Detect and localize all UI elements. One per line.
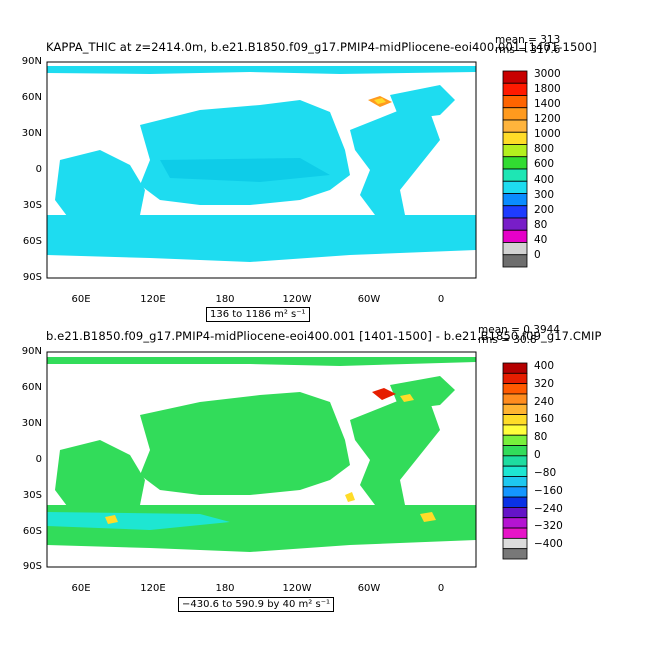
panel1-lat-90n: 90N: [21, 56, 42, 67]
colorbar-label: 1000: [534, 128, 561, 141]
colorbar-swatch: [502, 507, 528, 519]
colorbar-swatch: [502, 455, 528, 467]
panel2-map: [46, 351, 477, 568]
panel1-lon-180: 180: [215, 294, 235, 305]
panel2-title: b.e21.B1850.f09_g17.PMIP4-midPliocene-eo…: [46, 329, 602, 343]
colorbar-swatch: [502, 548, 528, 560]
colorbar-label: 240: [534, 395, 555, 408]
colorbar-swatch: [502, 383, 528, 395]
colorbar-label: 400: [534, 173, 555, 186]
colorbar-swatch: [502, 119, 528, 133]
colorbar-swatch: [502, 131, 528, 145]
panel1-map: [46, 61, 477, 279]
colorbar-label: 300: [534, 188, 555, 201]
panel2-lat-60s: 60S: [22, 526, 42, 537]
colorbar-swatch: [502, 496, 528, 508]
panel1-ocean-field: [47, 66, 476, 262]
panel1-range: 136 to 1186 m² s⁻¹: [206, 307, 310, 322]
colorbar-label: 1800: [534, 83, 561, 96]
colorbar-label: 80: [534, 218, 548, 231]
panel2-lon-0: 0: [437, 583, 445, 594]
panel1-lon-0: 0: [437, 294, 445, 305]
colorbar-label: 400: [534, 360, 555, 372]
panel2-lat-90s: 90S: [22, 561, 42, 572]
colorbar-swatch: [502, 445, 528, 457]
panel1-lon-120e: 120E: [140, 294, 166, 305]
colorbar-label: 0: [534, 449, 541, 462]
colorbar-label: −320: [534, 520, 563, 533]
colorbar-swatch: [502, 362, 528, 374]
panel1-rms: rms = 317.6: [495, 44, 561, 56]
panel2-lat-0: 0: [35, 454, 42, 465]
colorbar-label: 200: [534, 203, 555, 216]
colorbar-swatch: [502, 107, 528, 121]
colorbar-swatch: [502, 393, 528, 405]
colorbar-swatch: [502, 527, 528, 539]
colorbar-swatch: [502, 193, 528, 207]
colorbar-swatch: [502, 465, 528, 477]
colorbar-swatch: [502, 217, 528, 231]
panel1-lat-30s: 30S: [22, 200, 42, 211]
panel1-lon-60w: 60W: [357, 294, 381, 305]
panel2-lon-60e: 60E: [71, 583, 91, 594]
colorbar-label: −400: [534, 538, 563, 551]
panel2-lon-180: 180: [215, 583, 235, 594]
panel2-lon-120w: 120W: [282, 583, 312, 594]
colorbar-swatch: [502, 144, 528, 158]
colorbar-swatch: [502, 424, 528, 436]
colorbar-swatch: [502, 242, 528, 256]
colorbar-label: 1200: [534, 113, 561, 126]
colorbar-label: 1400: [534, 98, 561, 111]
colorbar-swatch: [502, 414, 528, 426]
colorbar-swatch: [502, 95, 528, 109]
colorbar-label: 3000: [534, 68, 561, 80]
colorbar-swatch: [502, 372, 528, 385]
panel2-range: −430.6 to 590.9 by 40 m² s⁻¹: [178, 597, 334, 612]
colorbar-swatch: [502, 229, 528, 243]
panel1-lat-0: 0: [35, 164, 42, 175]
colorbar-label: 160: [534, 413, 555, 426]
panel1-colorbar: [502, 70, 528, 268]
colorbar-swatch: [502, 180, 528, 194]
panel1-lon-60e: 60E: [71, 294, 91, 305]
colorbar-swatch: [502, 403, 528, 415]
colorbar-label: 600: [534, 158, 555, 171]
colorbar-swatch: [502, 486, 528, 498]
panel1-lat-60n: 60N: [21, 92, 42, 103]
colorbar-swatch: [502, 156, 528, 170]
panel2-lat-60n: 60N: [21, 382, 42, 393]
colorbar-label: 80: [534, 431, 548, 444]
colorbar-label: 0: [534, 248, 541, 261]
panel2-mean: mean = 0.3944: [478, 324, 560, 336]
colorbar-swatch: [502, 205, 528, 219]
colorbar-swatch: [502, 168, 528, 182]
colorbar-label: −240: [534, 502, 563, 515]
colorbar-label: 320: [534, 377, 555, 390]
panel2-rms: rms = 30.8: [478, 334, 537, 346]
colorbar-swatch: [502, 434, 528, 446]
panel2-lat-30s: 30S: [22, 490, 42, 501]
colorbar-swatch: [502, 476, 528, 488]
panel1-lat-30n: 30N: [21, 128, 42, 139]
panel2-lon-60w: 60W: [357, 583, 381, 594]
panel2-lat-90n: 90N: [21, 346, 42, 357]
panel1-lon-120w: 120W: [282, 294, 312, 305]
panel2-colorbar: [502, 362, 528, 560]
colorbar-label: −160: [534, 484, 563, 497]
colorbar-swatch: [502, 82, 528, 96]
colorbar-swatch: [502, 517, 528, 529]
colorbar-label: −80: [534, 466, 557, 479]
panel2-ocean-field: [47, 357, 476, 552]
colorbar-swatch: [502, 70, 528, 84]
colorbar-swatch: [502, 254, 528, 268]
panel2-lat-30n: 30N: [21, 418, 42, 429]
panel1-lat-60s: 60S: [22, 236, 42, 247]
panel2-lon-120e: 120E: [140, 583, 166, 594]
panel1-lat-90s: 90S: [22, 272, 42, 283]
colorbar-swatch: [502, 537, 528, 550]
colorbar-label: 800: [534, 143, 555, 156]
panel1-mean: mean = 313: [495, 34, 561, 46]
panel1-title: KAPPA_THIC at z=2414.0m, b.e21.B1850.f09…: [46, 40, 597, 54]
colorbar-label: 40: [534, 233, 548, 246]
